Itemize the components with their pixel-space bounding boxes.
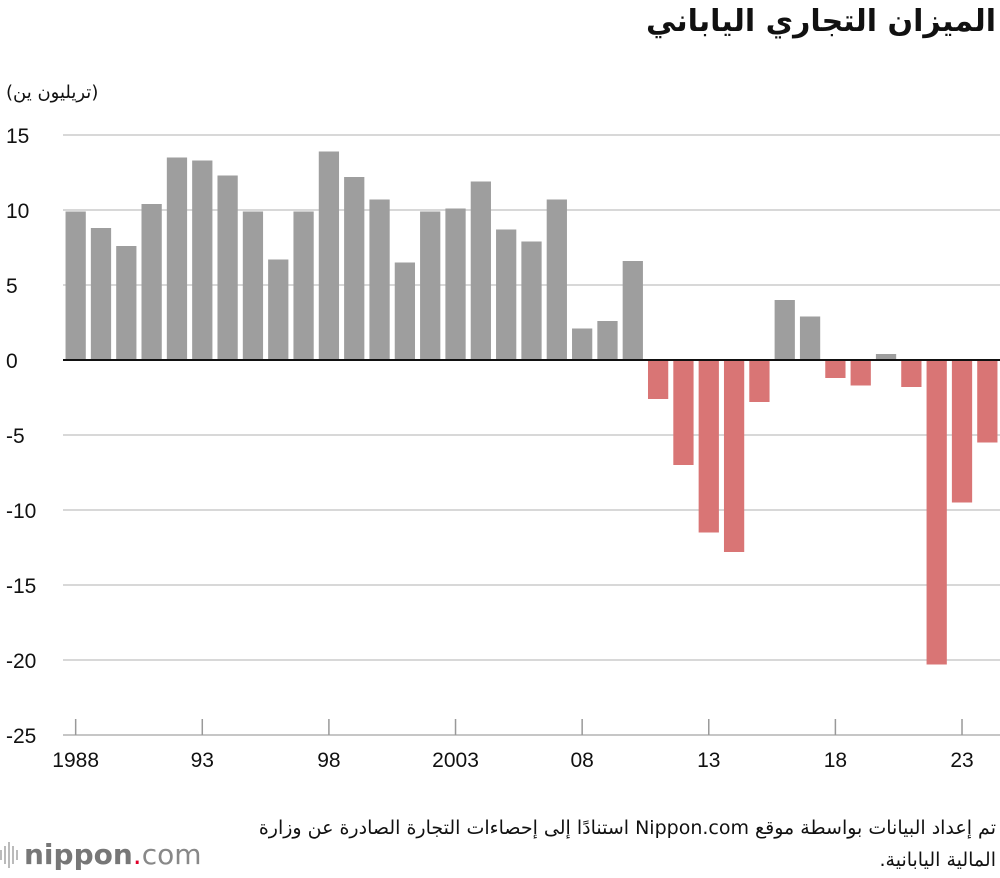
bar-2017: [799, 316, 821, 360]
bar-2021: [901, 360, 922, 387]
x-tick-label: 23: [950, 749, 973, 772]
y-tick-label: -15: [6, 575, 36, 598]
bar-2007: [546, 199, 567, 360]
bar-2015: [749, 360, 770, 402]
x-tick-label: 98: [317, 749, 340, 772]
x-tick-label: 13: [697, 749, 720, 772]
source-note: تم إعداد البيانات بواسطة موقع Nippon.com…: [258, 817, 996, 871]
bar-2005: [496, 229, 517, 360]
bar-1999: [344, 177, 365, 360]
bar-chart: 15 10 5 0 -5 -10 -15 -20 -25 1988 93 98 2003 08 13 18 23: [6, 125, 1000, 772]
bar-2002: [420, 211, 441, 360]
y-tick-label: -10: [6, 500, 36, 523]
bar-2009: [597, 321, 618, 360]
bar-1995: [242, 211, 264, 360]
bar-2016: [774, 300, 795, 360]
y-tick-label: 10: [6, 200, 29, 223]
bar-1991: [141, 204, 162, 360]
y-tick-label: -25: [6, 725, 36, 748]
bar-1988: [65, 211, 86, 360]
bar-2003: [445, 208, 466, 360]
y-tick-label: 15: [6, 125, 29, 148]
bar-2008: [572, 328, 593, 360]
bar-2010: [622, 261, 643, 360]
bar-2020: [875, 354, 897, 360]
bar-2023: [951, 360, 973, 503]
bar-2001: [394, 262, 416, 360]
x-tick-label: 93: [191, 749, 214, 772]
x-tick-label: 18: [824, 749, 847, 772]
bar-2012: [673, 360, 694, 465]
chart-title: الميزان التجاري الياباني: [646, 4, 996, 39]
x-tick-label: 08: [570, 749, 593, 772]
bar-2019: [850, 360, 871, 386]
bar-1993: [192, 160, 213, 360]
bar-2018: [825, 360, 846, 378]
bar-2000: [369, 199, 390, 360]
bar-1989: [90, 228, 112, 360]
bar-1990: [116, 246, 137, 360]
bar-2024: [977, 360, 998, 443]
bar-2006: [521, 241, 542, 360]
bar-1992: [166, 157, 188, 360]
bar-1996: [268, 259, 289, 360]
y-axis-unit-label: (تريليون ين): [6, 82, 99, 103]
bar-2004: [470, 181, 491, 360]
x-tick-label: 1988: [52, 749, 99, 772]
y-tick-label: 5: [6, 275, 18, 298]
y-tick-label: -20: [6, 650, 36, 673]
bar-2013: [698, 360, 719, 533]
bar-1994: [217, 175, 238, 360]
bar-2022: [926, 360, 947, 665]
bar-2014: [723, 360, 745, 552]
y-tick-label: 0: [6, 350, 18, 373]
bar-2011: [647, 360, 669, 399]
bar-1998: [318, 151, 340, 360]
y-tick-label: -5: [6, 425, 25, 448]
nippon-logo: nippon.com: [0, 838, 202, 871]
logo-mark-icon: [0, 841, 18, 868]
bar-1997: [293, 211, 314, 360]
x-tick-label: 2003: [432, 749, 479, 772]
